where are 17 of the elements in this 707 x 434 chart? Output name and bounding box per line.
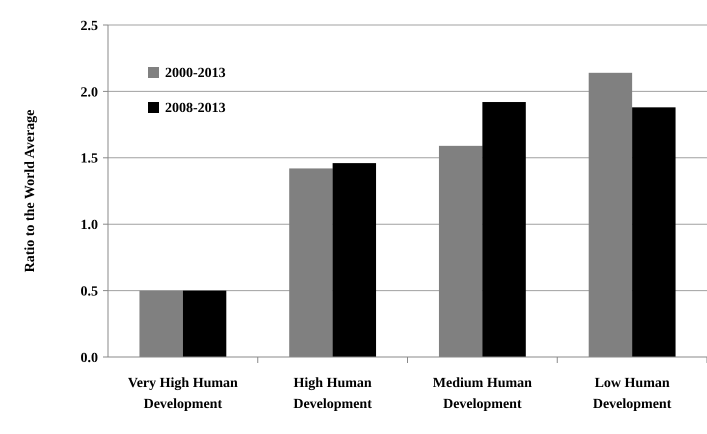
y-tick-label: 1.5 <box>80 152 98 167</box>
bar <box>632 107 676 357</box>
bar <box>182 290 226 357</box>
y-tick-label: 0.5 <box>80 284 98 300</box>
x-tick-label: High Human Development <box>293 376 372 412</box>
legend-label: 2008-2013 <box>165 100 226 116</box>
y-axis-title: Ratio to the World Average <box>23 110 38 272</box>
x-tick-label: Low Human Development <box>592 376 672 412</box>
x-tick-label: Medium Human Development <box>432 376 532 412</box>
y-tick-label: 1.0 <box>80 218 98 234</box>
bar <box>332 163 376 357</box>
bar <box>482 102 526 357</box>
y-tick-label: 0.0 <box>80 350 98 366</box>
legend-label: 2000-2013 <box>165 66 226 81</box>
y-tick-label: 2.0 <box>80 85 98 100</box>
x-tick-label: Very High Human Development <box>128 376 238 412</box>
y-tick-label: 2.5 <box>80 18 98 34</box>
